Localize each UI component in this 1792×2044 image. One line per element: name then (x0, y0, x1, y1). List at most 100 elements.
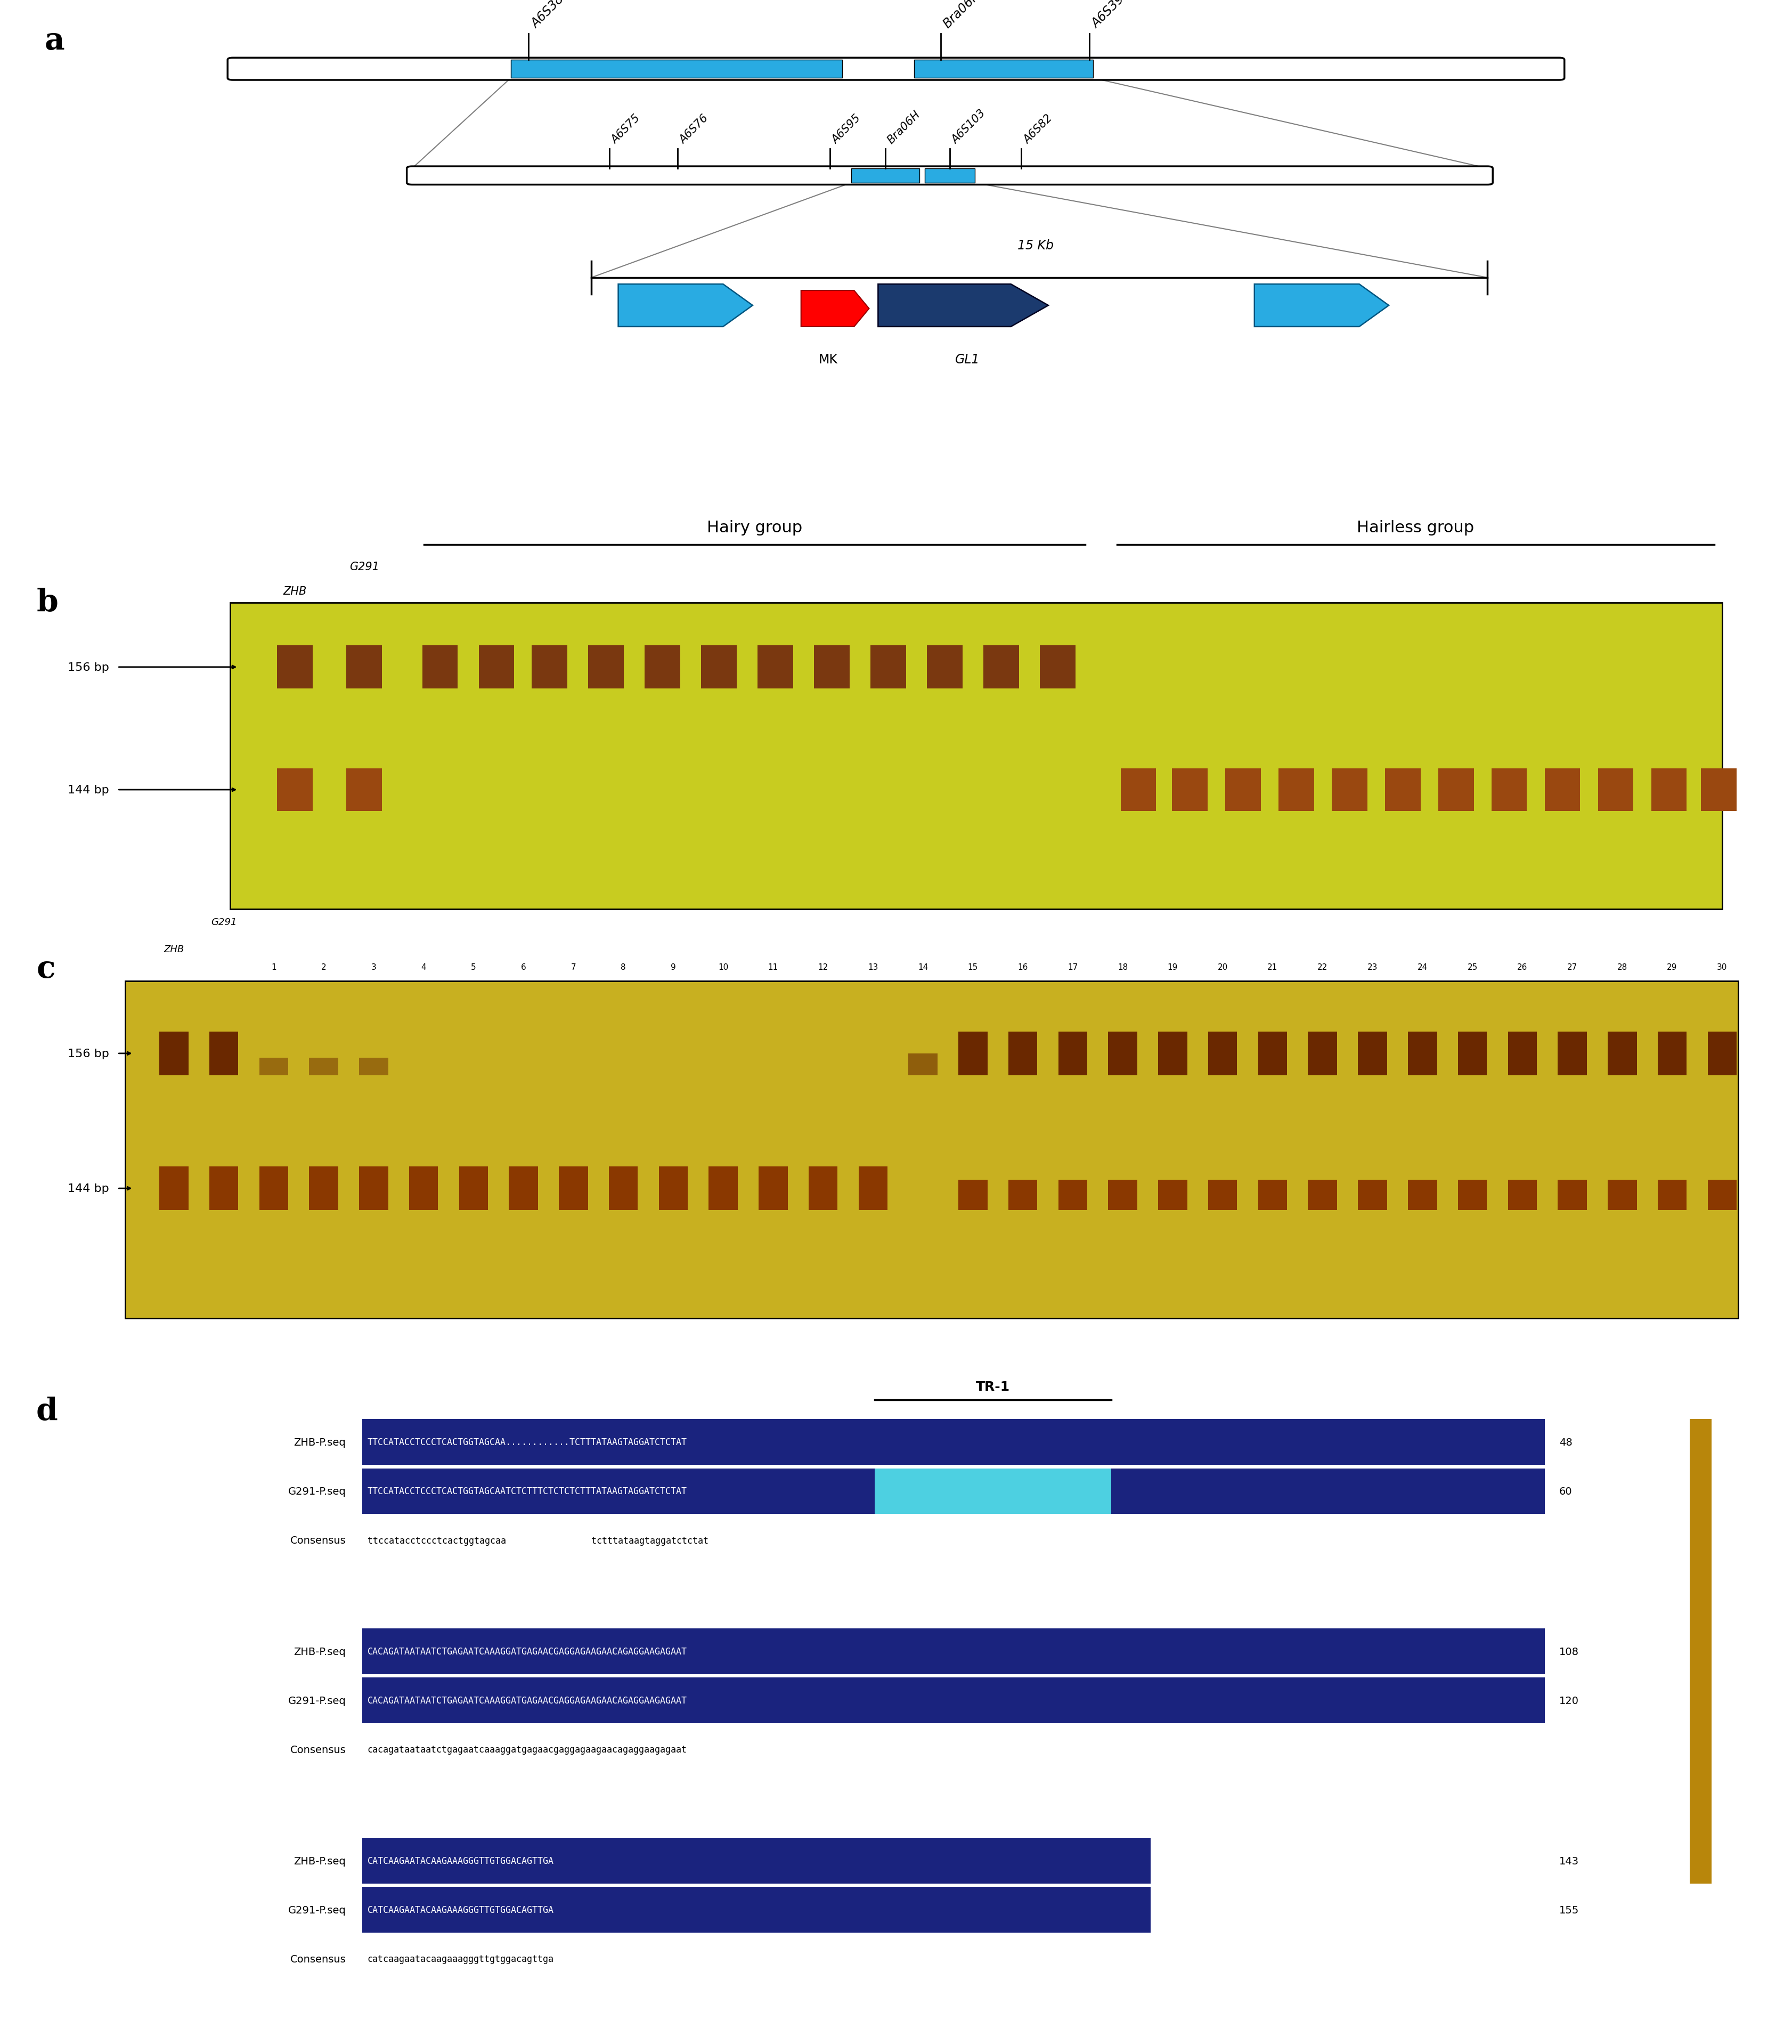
Bar (1172, 769, 1208, 811)
Text: CATCAAGAATACAAGAAAGGGTTGTGGACAGTTGA: CATCAAGAATACAAGAAAGGGTTGTGGACAGTTGA (367, 1905, 554, 1915)
Text: 23: 23 (1367, 963, 1378, 971)
Bar (959, 1032, 987, 1075)
Bar (260, 1167, 289, 1210)
Text: 15: 15 (968, 963, 978, 971)
Bar (1491, 769, 1527, 811)
Text: 13: 13 (867, 963, 878, 971)
Text: 156 bp: 156 bp (68, 662, 109, 672)
Bar (409, 1167, 437, 1210)
Text: catcaagaatacaagaaagggttgtggacagttga: catcaagaatacaagaaagggttgtggacagttga (367, 1954, 554, 1964)
Text: 143: 143 (1559, 1856, 1579, 1866)
Bar (362, 1629, 1545, 1674)
Text: 18: 18 (1118, 963, 1127, 971)
Text: TTCCATACCTCCCTCACTGGTAGCAATCTCTTTCTCTCTCTTTATAAGTAGGATCTCTAT: TTCCATACCTCCCTCACTGGTAGCAATCTCTTTCTCTCTC… (367, 1486, 686, 1496)
Bar (1258, 1032, 1287, 1075)
Bar (1059, 1032, 1088, 1075)
Bar (588, 646, 624, 689)
Bar (423, 646, 457, 689)
Text: MK: MK (819, 354, 837, 366)
Text: Consensus: Consensus (290, 1746, 346, 1754)
Text: ZHB-P.seq: ZHB-P.seq (294, 1437, 346, 1447)
Text: Bra06H: Bra06H (885, 108, 923, 145)
Bar (1459, 1179, 1487, 1210)
Bar (1358, 1032, 1387, 1075)
Bar (1278, 769, 1314, 811)
Text: Hairy group: Hairy group (706, 519, 803, 536)
Bar (1107, 1179, 1138, 1210)
Bar (708, 1167, 738, 1210)
Bar (511, 59, 842, 78)
Bar (1557, 1179, 1586, 1210)
Text: G291-P.seq: G291-P.seq (289, 1697, 346, 1705)
Bar (914, 59, 1093, 78)
Text: CACAGATAATAATCTGAGAATCAAAGGATGAGAACGAGGAGAAGAACAGAGGAAGAGAAT: CACAGATAATAATCTGAGAATCAAAGGATGAGAACGAGGA… (367, 1697, 686, 1705)
Bar (1439, 769, 1473, 811)
Bar (1701, 769, 1736, 811)
Bar (278, 646, 312, 689)
Text: 60: 60 (1559, 1486, 1572, 1496)
Bar (1409, 1032, 1437, 1075)
Text: 8: 8 (620, 963, 625, 971)
Text: ZHB-P.seq: ZHB-P.seq (294, 1647, 346, 1656)
Bar (1059, 1179, 1088, 1210)
Text: Consensus: Consensus (290, 1535, 346, 1545)
Bar (1308, 1179, 1337, 1210)
Text: 27: 27 (1568, 963, 1577, 971)
Text: A6S95: A6S95 (830, 112, 862, 145)
Text: 1: 1 (271, 963, 276, 971)
Bar (1650, 769, 1686, 811)
Text: 144 bp: 144 bp (68, 1183, 109, 1194)
Text: ZHB: ZHB (163, 944, 185, 955)
Text: 3: 3 (371, 963, 376, 971)
Text: 48: 48 (1559, 1437, 1572, 1447)
Bar (1557, 1032, 1586, 1075)
Bar (1107, 1032, 1138, 1075)
Bar (909, 1053, 937, 1075)
Bar (278, 769, 312, 811)
Bar (1607, 1179, 1636, 1210)
Text: CACAGATAATAATCTGAGAATCAAAGGATGAGAACGAGGAGAAGAACAGAGGAAGAGAAT: CACAGATAATAATCTGAGAATCAAAGGATGAGAACGAGGA… (367, 1647, 686, 1656)
Bar (1690, 1419, 1711, 1885)
Bar (1598, 769, 1634, 811)
Text: 108: 108 (1559, 1647, 1579, 1656)
Bar (758, 1167, 788, 1210)
Bar (310, 1059, 339, 1075)
Text: GL1: GL1 (955, 354, 980, 366)
Text: ttccatacctccctcactggtagcaa                tctttataagtaggatctctat: ttccatacctccctcactggtagcaa tctttataagtag… (367, 1535, 708, 1545)
Bar (346, 646, 382, 689)
Bar (559, 1167, 588, 1210)
Bar (1308, 1032, 1337, 1075)
Text: TTCCATACCTCCCTCACTGGTAGCAA............TCTTTATAAGTAGGATCTCTAT: TTCCATACCTCCCTCACTGGTAGCAA............TC… (367, 1437, 686, 1447)
Bar (858, 1167, 887, 1210)
Text: CATCAAGAATACAAGAAAGGGTTGTGGACAGTTGA: CATCAAGAATACAAGAAAGGGTTGTGGACAGTTGA (367, 1856, 554, 1866)
Text: 4: 4 (421, 963, 426, 971)
Text: ZHB: ZHB (283, 587, 306, 597)
Bar (1358, 1179, 1387, 1210)
Text: cacagataataatctgagaatcaaaggatgagaacgaggagaagaacagaggaagagaat: cacagataataatctgagaatcaaaggatgagaacgagga… (367, 1746, 686, 1754)
Text: 155: 155 (1559, 1905, 1579, 1915)
Bar (358, 1167, 389, 1210)
Bar (159, 1032, 188, 1075)
Text: G291: G291 (211, 918, 237, 928)
Text: 5: 5 (471, 963, 477, 971)
Bar (1385, 769, 1421, 811)
Text: 21: 21 (1267, 963, 1278, 971)
Bar (362, 1678, 1545, 1723)
Bar (1331, 769, 1367, 811)
Bar (1158, 1179, 1188, 1210)
Bar (851, 170, 919, 184)
Bar (459, 1167, 487, 1210)
Bar (1708, 1032, 1736, 1075)
Text: 19: 19 (1168, 963, 1177, 971)
Bar (926, 646, 962, 689)
Text: b: b (38, 587, 59, 617)
Bar (478, 646, 514, 689)
FancyBboxPatch shape (228, 57, 1564, 80)
Text: 120: 120 (1559, 1697, 1579, 1705)
Bar (1607, 1032, 1636, 1075)
Text: Hairless group: Hairless group (1357, 519, 1475, 536)
Text: a: a (45, 27, 65, 55)
Text: ZHB-P.seq: ZHB-P.seq (294, 1856, 346, 1866)
Text: 9: 9 (670, 963, 676, 971)
Bar (210, 1032, 238, 1075)
